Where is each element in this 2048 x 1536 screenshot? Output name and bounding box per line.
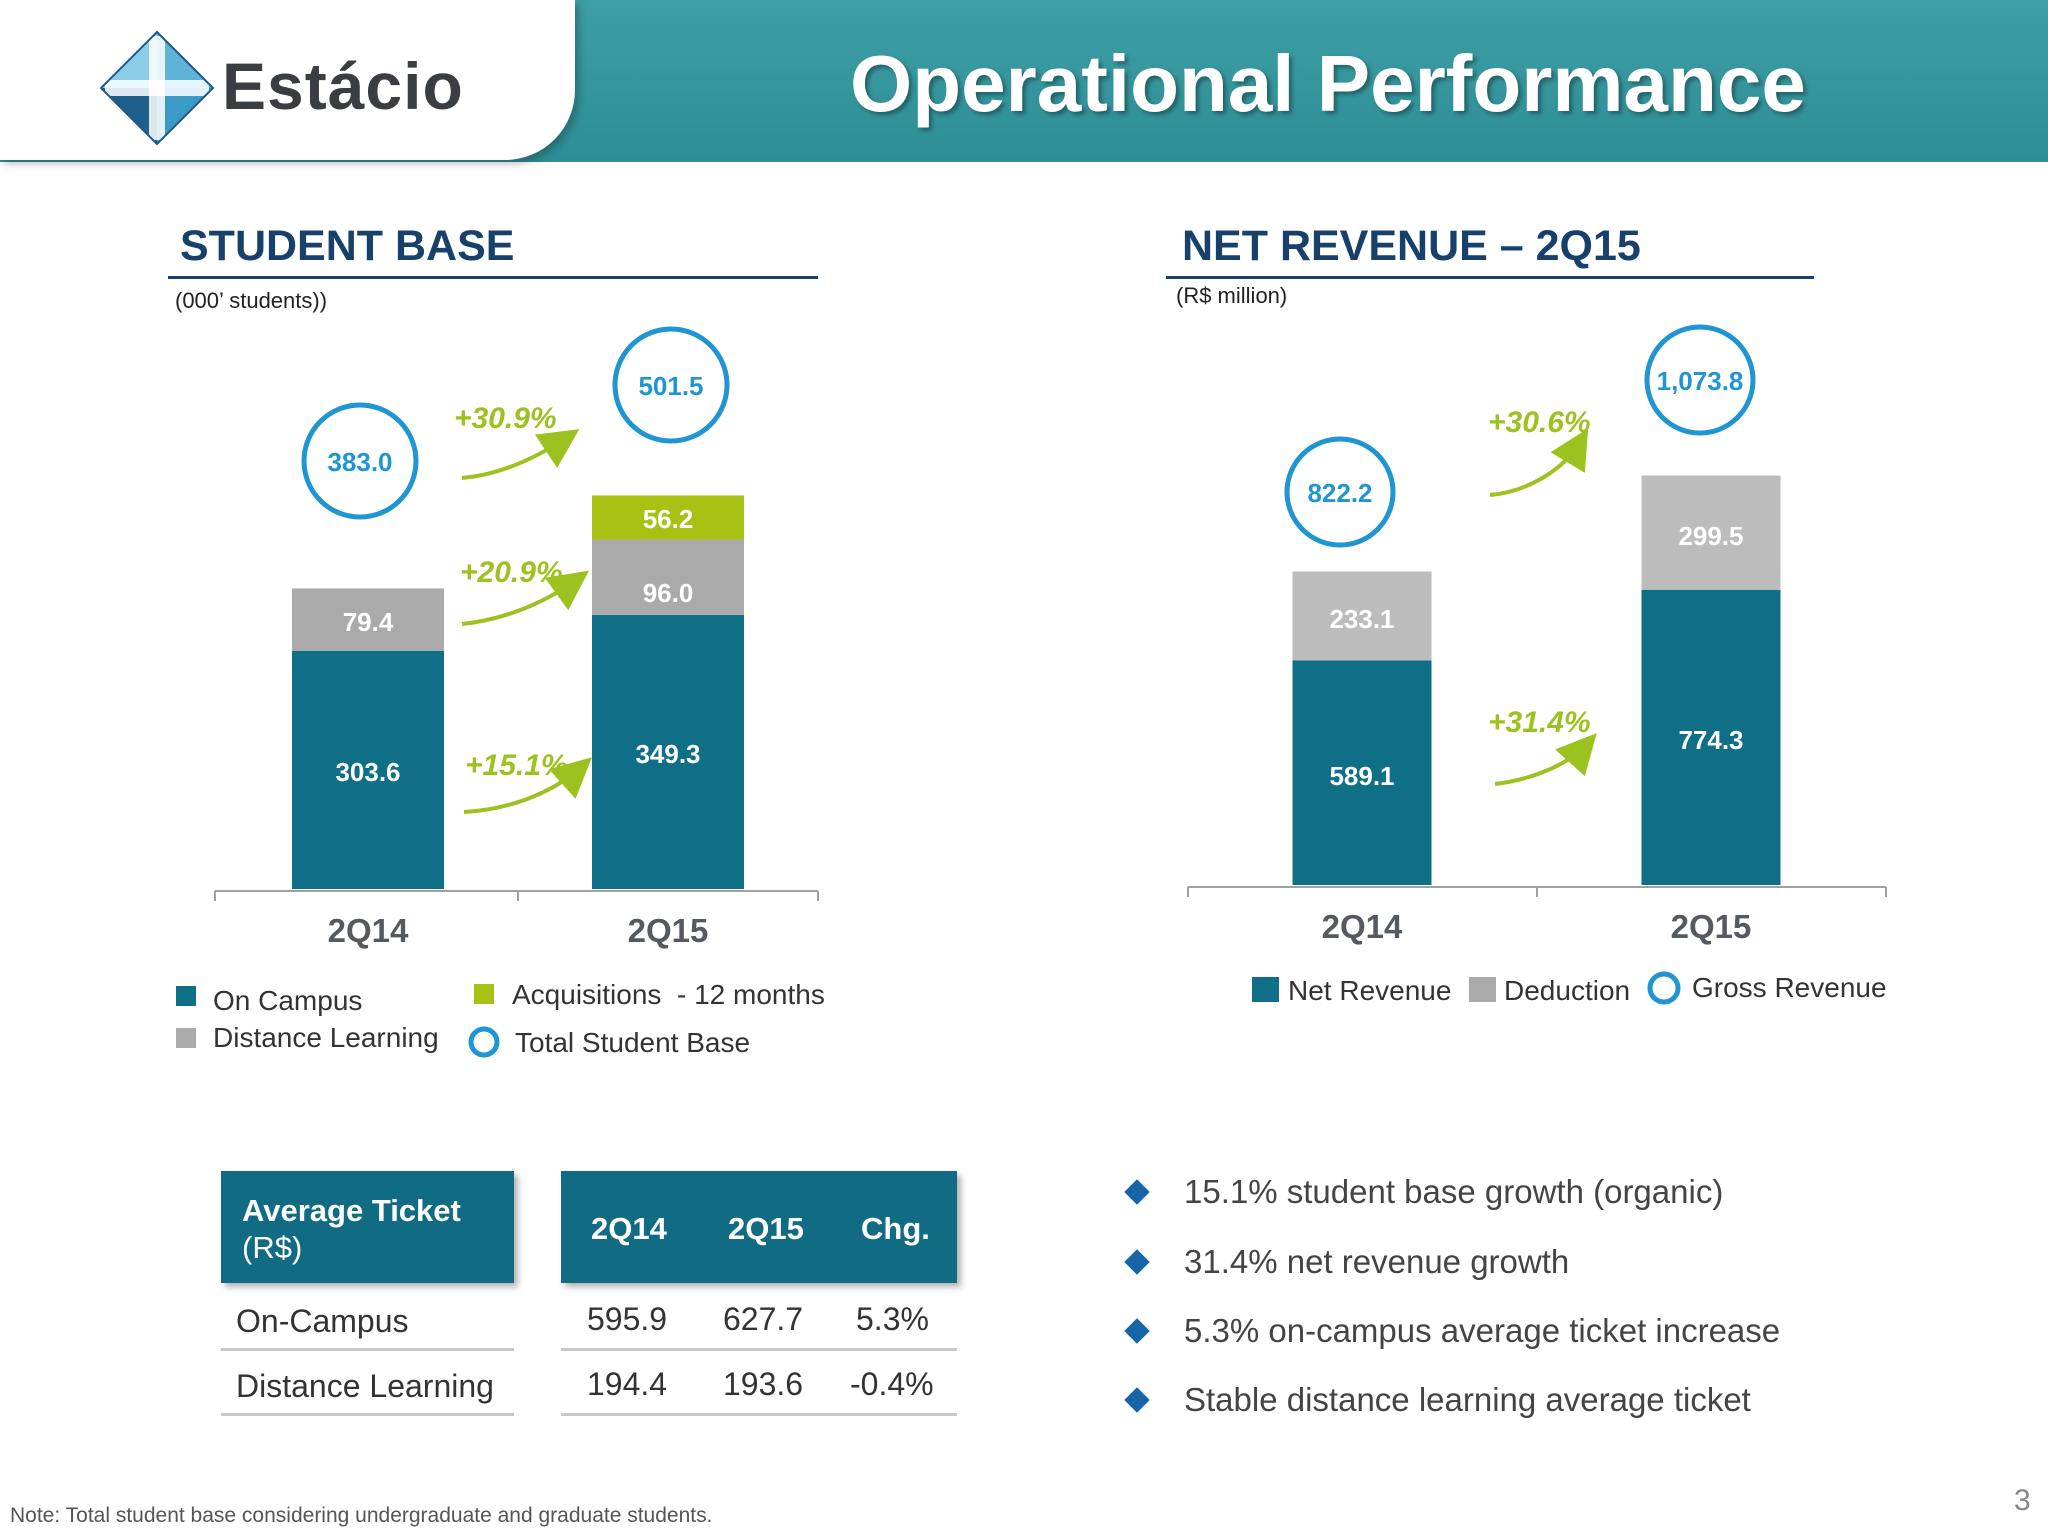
bullet-diamond-icon [1124,1318,1150,1344]
ticket-cell: 627.7 [723,1301,804,1337]
bar-segment [1292,660,1432,885]
gross-value-label: 822.2 [1307,478,1372,508]
net-revenue-title: NET REVENUE – 2Q15 [1182,222,1641,270]
bullet-text: 5.3% on-campus average ticket increase [1184,1312,1781,1349]
bar-segment [592,539,744,615]
student-base-unit: (000’ students)) [175,288,328,313]
legend-label: Net Revenue [1288,975,1451,1006]
revenue-category-label: 2Q14 [1322,908,1403,945]
legend-label: On Campus [213,985,362,1016]
gross-circle-icon [1644,324,1756,436]
legend-swatch-icon [176,986,196,1006]
net-revenue-legend: Net Revenue Deduction Gross Revenue [1252,971,1887,1006]
bar-value-label: 96.0 [643,578,694,608]
student-base-chart: 2Q14 2Q15 +30.9% +20.9% +15.1% 303.6 79.… [214,326,819,949]
row-divider [221,1413,514,1416]
page-number: 3 [2014,1484,2031,1517]
row-divider [221,1348,514,1351]
ticket-row-label: Distance Learning [236,1368,494,1404]
growth-label: +30.9% [454,402,557,435]
growth-label: +30.6% [1488,406,1591,439]
page-title: Operational Performance [850,39,1806,128]
legend-circle-icon [468,1026,500,1058]
growth-arrow-icon [461,570,589,626]
total-value-label: 383.0 [327,447,392,477]
bar-segment [1641,589,1781,885]
bullet-diamond-icon [1124,1249,1150,1275]
bar-value-label: 349.3 [635,739,700,769]
ticket-table-header: 2Q14 2Q15 Chg. [561,1171,957,1283]
student-category-label: 2Q15 [628,912,709,949]
net-revenue-unit: (R$ million) [1176,283,1288,308]
growth-label: +15.1% [465,749,568,782]
charts-canvas: 2Q14 2Q15 +30.9% +20.9% +15.1% 303.6 79.… [176,324,1887,1058]
student-category-label: 2Q14 [328,912,409,949]
total-value-label: 501.5 [638,371,703,401]
bar-value-label: 79.4 [343,607,394,637]
legend-swatch-icon [1252,977,1279,1002]
bar-value-label: 56.2 [643,504,694,534]
legend-circle-icon [1647,971,1681,1005]
legend-label: Deduction [1504,975,1630,1006]
net-revenue-rule [1166,276,1814,279]
growth-arrow-icon [463,757,592,814]
legend-swatch-icon [1469,977,1496,1002]
gross-circle-icon [1284,436,1396,548]
footnote: Note: Total student base considering und… [10,1504,713,1527]
ticket-table-unit: (R$) [242,1230,303,1265]
student-base-rule [168,276,818,279]
bar-segment [292,588,444,651]
bar-value-label: 774.3 [1678,725,1743,755]
legend-label: Distance Learning [213,1022,439,1053]
bullet-text: 31.4% net revenue growth [1184,1243,1570,1280]
legend-label: Gross Revenue [1692,972,1887,1003]
bar-value-label: 589.1 [1329,761,1394,791]
ticket-column-header: 2Q14 [591,1211,667,1246]
ticket-column-header: Chg. [861,1211,930,1246]
bar-value-label: 299.5 [1678,521,1743,551]
bar-segment [1641,475,1781,590]
bullet-text: 15.1% student base growth (organic) [1184,1173,1724,1210]
student-base-title: STUDENT BASE [180,222,515,270]
growth-label: +20.9% [460,556,563,589]
growth-arrow-icon [1494,733,1597,786]
student-base-legend: On Campus Distance Learning Acquisitions… [176,979,825,1058]
growth-arrow-icon [1489,428,1589,497]
gross-value-label: 1,073.8 [1657,366,1744,396]
legend-label: Total Student Base [515,1027,750,1058]
ticket-cell: 194.4 [587,1366,668,1402]
bar-value-label: 303.6 [335,757,400,787]
logo-panel: Estácio [0,0,575,160]
legend-swatch-icon [474,984,494,1004]
bar-segment [592,614,744,889]
bar-segment [592,495,744,540]
ticket-cell: 595.9 [587,1301,668,1337]
estacio-logo-icon [99,30,215,146]
legend-label: Acquisitions - 12 months [512,979,825,1010]
total-circle-icon [612,326,730,444]
ticket-table-title: Average Ticket [242,1193,461,1228]
revenue-category-label: 2Q15 [1671,908,1752,945]
logo-text: Estácio [222,49,464,123]
row-divider [561,1413,957,1416]
ticket-column-header: 2Q15 [728,1211,804,1246]
ticket-row-label: On-Campus [236,1303,409,1339]
ticket-cell: 193.6 [723,1366,804,1402]
legend-swatch-icon [176,1028,196,1048]
growth-arrow-icon [461,429,580,480]
ticket-cell: -0.4% [850,1366,934,1402]
ticket-table-title-cell: Average Ticket (R$) [221,1171,514,1283]
growth-label: +31.4% [1488,706,1591,739]
bar-segment [1292,571,1432,661]
bar-segment [292,650,444,889]
bullet-text: Stable distance learning average ticket [1184,1381,1751,1418]
net-revenue-chart: 2Q14 2Q15 +30.6% +31.4% 589.1 233.1 774.… [1187,324,1887,945]
row-divider [561,1348,957,1351]
ticket-cell: 5.3% [856,1301,929,1337]
bar-value-label: 233.1 [1329,604,1394,634]
total-circle-icon [301,402,419,520]
bullet-diamond-icon [1124,1387,1150,1413]
bullet-diamond-icon [1124,1179,1150,1205]
